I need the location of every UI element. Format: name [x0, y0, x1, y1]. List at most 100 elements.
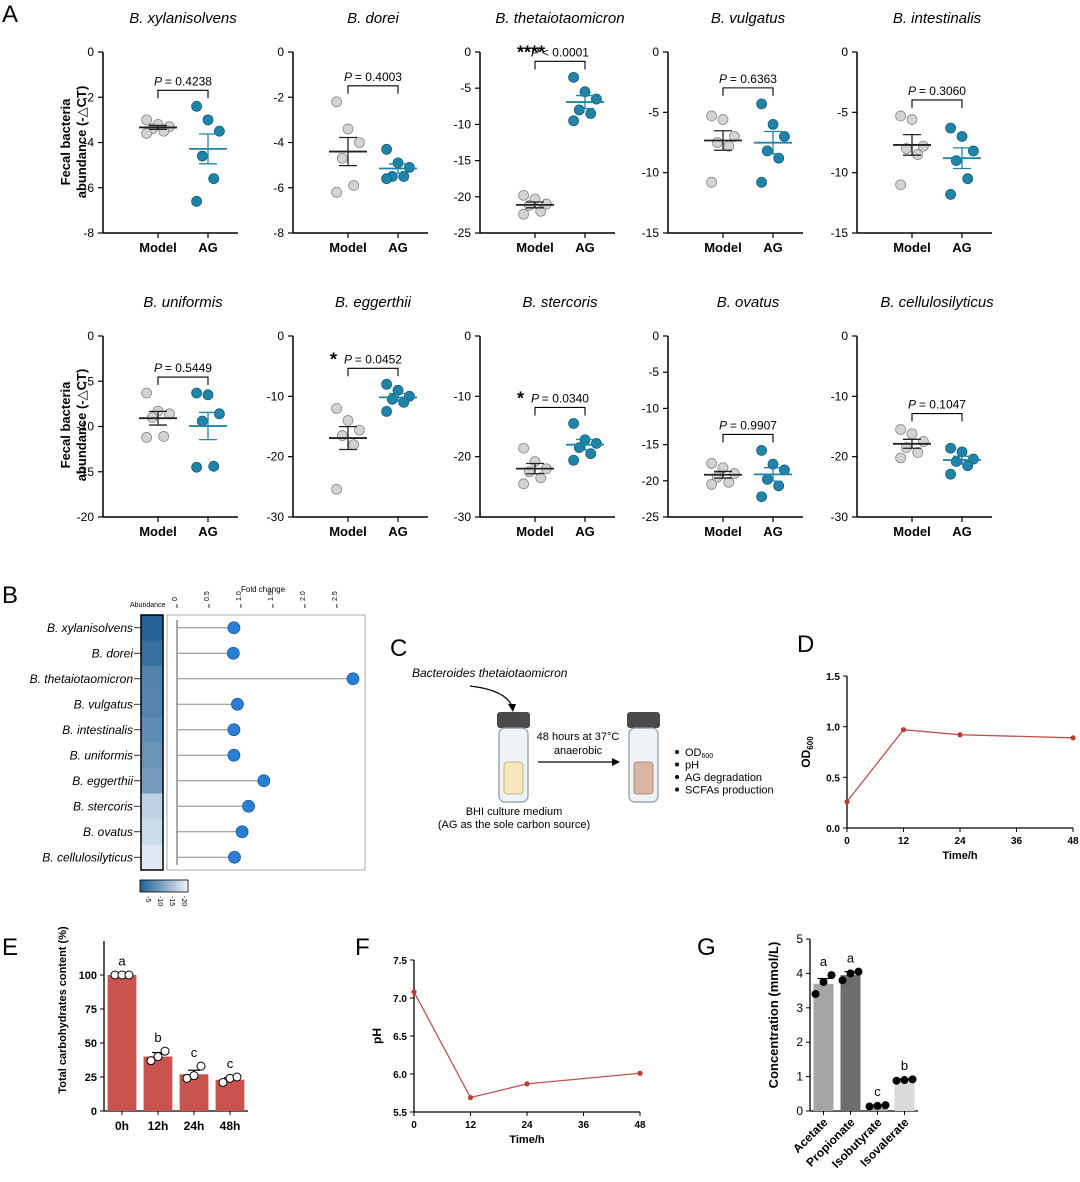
model-point — [518, 208, 529, 220]
category-label: 24h — [184, 1119, 205, 1133]
panel-f: 5.5 6.0 6.5 7.0 7.5 0 12 24 36 48 Time/h pH — [370, 956, 646, 1146]
ylabel-line1: Fecal bacteria — [58, 98, 73, 185]
output-text: SCFAs production — [685, 785, 774, 797]
model-point — [353, 137, 365, 148]
ag-point — [191, 100, 203, 112]
y-tick-label: 1 — [796, 1070, 803, 1084]
ag-point — [191, 387, 203, 399]
lollipop-dot — [227, 621, 241, 635]
significance-bracket — [534, 60, 586, 70]
process-arrowhead — [612, 758, 620, 766]
abundance-cell — [141, 742, 163, 769]
bullet — [675, 775, 679, 779]
x-label-model: Model — [704, 240, 742, 255]
ag-point — [761, 473, 773, 485]
abundance-cell — [141, 691, 163, 718]
y-tick-label: -30 — [831, 510, 849, 524]
y-tick-label: 0 — [87, 329, 94, 343]
replicate-point — [908, 1075, 917, 1084]
y-tick-label: -15 — [642, 438, 660, 452]
model-point — [918, 436, 929, 447]
ag-point — [956, 446, 968, 458]
model-point — [141, 431, 153, 443]
x-label-model: Model — [139, 240, 177, 255]
y-tick-label: -20 — [454, 450, 472, 464]
series-line — [413, 991, 641, 1099]
y-tick-label: 2 — [796, 1035, 803, 1049]
colorbar-tick-label: -10 — [156, 896, 163, 906]
model-point — [706, 176, 717, 188]
x-label-model: Model — [516, 524, 554, 539]
y-tick-label: -5 — [83, 374, 94, 388]
ag-point — [756, 98, 767, 110]
replicate-point — [124, 970, 134, 980]
y-tick-label: 3 — [796, 1001, 803, 1015]
y-tick-label: -20 — [831, 450, 849, 464]
y-tick-label: 0 — [464, 45, 471, 59]
y-tick-label: 0 — [91, 1106, 97, 1118]
panel-label-d: D — [797, 631, 814, 658]
ag-point — [779, 131, 790, 142]
panel-c: Bacteroides thetaiotaomicron 48 hours at… — [412, 666, 774, 831]
species-label: B. uniformis — [70, 748, 133, 762]
y-tick-label: -20 — [454, 190, 472, 204]
output-item: AG degradation — [685, 772, 762, 784]
model-point — [906, 114, 918, 125]
ag-point — [381, 143, 393, 155]
y-tick-label: -5 — [648, 365, 659, 379]
output-text: pH — [685, 760, 699, 772]
abundance-label: Abundance — [130, 602, 166, 609]
y-tick-label: -4 — [83, 136, 94, 150]
y-tick-label: -20 — [77, 510, 95, 524]
ag-point — [950, 456, 962, 467]
p-symbol: P — [154, 74, 165, 88]
p-symbol: P — [719, 418, 730, 432]
dot-plot: B. stercoris 0 -10 -20 -30 Model AG P = 0.0340 * — [454, 294, 615, 539]
organism-label: Bacteroides thetaiotaomicron — [412, 666, 568, 680]
vial-right-cap — [627, 712, 660, 728]
lollipop-dot — [231, 697, 244, 711]
plot-title: B. ovatus — [717, 294, 780, 311]
lollipop-frame — [166, 614, 366, 871]
colorbar-tick-label: -5 — [144, 896, 151, 902]
ag-point — [950, 155, 962, 167]
y-tick-label: 0 — [277, 45, 284, 59]
species-label: B. ovatus — [83, 825, 133, 839]
x-label-ag: AG — [388, 524, 408, 539]
panel-label-g: G — [697, 934, 716, 961]
model-point — [518, 478, 529, 490]
ag-point — [381, 406, 393, 417]
ag-point — [773, 152, 785, 164]
plot-title: B. uniformis — [143, 294, 223, 311]
p-number: = 0.0340 — [542, 391, 589, 405]
y-tick-label: -10 — [642, 401, 660, 415]
x-tick-label: 0 — [411, 1120, 417, 1131]
significance-stars: * — [517, 388, 524, 408]
p-symbol: P — [344, 70, 355, 84]
replicate-point — [196, 1061, 206, 1071]
data-point — [957, 732, 963, 738]
abundance-cell — [141, 793, 163, 820]
x-tick-label: 12 — [898, 836, 910, 847]
replicate-point — [153, 1052, 163, 1062]
y-axis-label: Concentration (mmol/L) — [766, 942, 781, 1089]
y-tick-label: -25 — [642, 510, 660, 524]
organism-arrowhead — [508, 704, 516, 712]
ag-point — [213, 125, 225, 137]
model-point — [336, 152, 348, 164]
model-point — [706, 479, 717, 490]
x-axis-label: Time/h — [942, 850, 978, 862]
replicate-point — [232, 1072, 242, 1082]
fold-tick-label: 0 — [172, 597, 179, 601]
y-tick-label: 0 — [652, 329, 659, 343]
organism-arrow — [469, 685, 513, 707]
y-axis-label: Total carbohydrates content (%) — [57, 926, 69, 1094]
p-value: P = 0.3060 — [908, 84, 966, 98]
ag-point — [585, 448, 597, 460]
ylabel-line1: Fecal bacteria — [58, 381, 73, 468]
x-label-ag: AG — [575, 524, 595, 539]
output-text: OD — [685, 747, 702, 759]
species-label: B. cellulosilyticus — [42, 850, 133, 864]
significance-bracket — [157, 376, 209, 386]
